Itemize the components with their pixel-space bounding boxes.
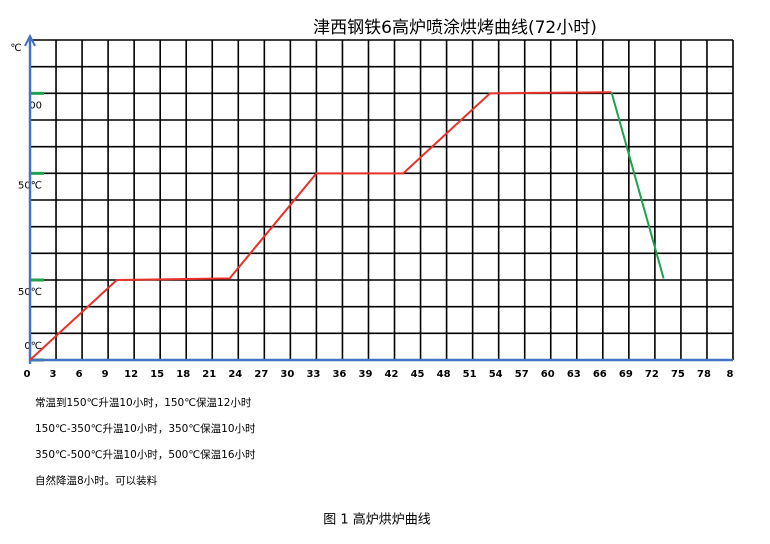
x-tick-label: 39: [359, 369, 373, 380]
x-tick-label: 42: [385, 369, 399, 380]
y-tick-label: 00: [29, 100, 42, 111]
x-tick-label: 51: [463, 369, 477, 380]
x-tick-label: 75: [671, 369, 685, 380]
x-tick-label: 54: [489, 369, 503, 380]
x-tick-label: 57: [515, 369, 529, 380]
x-tick-label: 78: [697, 369, 711, 380]
x-tick-label: 48: [437, 369, 451, 380]
x-tick-label: 8: [727, 369, 734, 380]
x-tick-label: 69: [619, 369, 633, 380]
x-tick-label: 45: [411, 369, 425, 380]
y-axis-label: ℃: [10, 43, 21, 54]
note: 150℃-350℃升温10小时，350℃保温10小时: [35, 422, 256, 435]
x-tick-label: 60: [541, 369, 555, 380]
y-tick-label: 0℃: [24, 341, 42, 352]
chart-title: 津西钢铁6高炉喷涂烘烤曲线(72小时): [313, 18, 597, 38]
x-tick-label: 24: [228, 369, 242, 380]
x-tick-label: 36: [332, 369, 346, 380]
x-tick-label: 15: [150, 369, 164, 380]
x-tick-label: 9: [102, 369, 109, 380]
data-line: [610, 91, 665, 279]
y-axis-arrow: [24, 33, 36, 47]
x-tick-label: 3: [50, 369, 57, 380]
x-tick-label: 63: [567, 369, 581, 380]
x-tick-label: 0: [24, 369, 31, 380]
x-tick-label: 21: [202, 369, 216, 380]
x-tick-label: 30: [280, 369, 294, 380]
note: 自然降温8小时。可以装料: [35, 474, 158, 487]
x-tick-label: 18: [176, 369, 190, 380]
x-tick-label: 27: [254, 369, 268, 380]
note: 常温到150℃升温10小时，150℃保温12小时: [35, 396, 252, 409]
x-tick-label: 33: [306, 369, 320, 380]
caption: 图 1 高炉烘炉曲线: [323, 512, 431, 528]
x-tick-label: 12: [124, 369, 138, 380]
x-tick-label: 72: [645, 369, 659, 380]
data-line: [29, 91, 612, 361]
x-tick-label: 66: [593, 369, 607, 380]
x-tick-label: 6: [76, 369, 83, 380]
note: 350℃-500℃升温10小时，500℃保温16小时: [35, 448, 256, 461]
